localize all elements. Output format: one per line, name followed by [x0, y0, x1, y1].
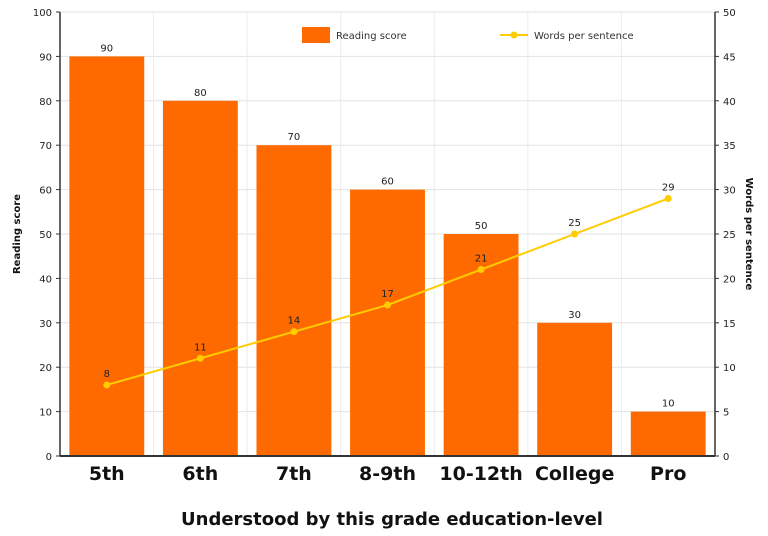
- x-category-label: 7th: [276, 463, 312, 485]
- line-value-label: 21: [475, 254, 488, 265]
- y-tick-label: 70: [39, 141, 52, 152]
- x-category-label: Pro: [650, 463, 686, 485]
- y-tick-label: 10: [39, 408, 52, 419]
- y-tick-label: 50: [39, 230, 52, 241]
- y-axis-title: Reading score: [12, 194, 23, 274]
- line-value-label: 11: [194, 342, 207, 353]
- bar-value-label: 50: [475, 221, 488, 232]
- legend-label-words-per-sentence: Words per sentence: [534, 31, 634, 42]
- bar-value-label: 30: [568, 310, 581, 321]
- y2-tick-label: 35: [723, 141, 736, 152]
- line-point: [196, 354, 204, 362]
- line-point: [664, 194, 672, 202]
- legend: Reading score Words per sentence: [302, 27, 634, 43]
- line-value-label: 25: [568, 218, 581, 229]
- bar: [350, 189, 425, 456]
- bar: [69, 56, 145, 457]
- bar-value-label: 80: [194, 88, 207, 99]
- y-tick-label: 60: [39, 186, 52, 197]
- y2-tick-label: 20: [723, 274, 736, 285]
- bar-series: 90 80 70 60 50 30 10: [69, 43, 706, 457]
- line-value-label: 8: [104, 369, 110, 380]
- x-axis-title: Understood by this grade education-level: [181, 509, 603, 530]
- line-point: [384, 301, 391, 309]
- y2-tick-label: 50: [723, 8, 736, 19]
- y2-tick-label: 30: [723, 186, 736, 197]
- bar-value-label: 70: [288, 132, 301, 143]
- y2-tick-label: 15: [723, 319, 736, 330]
- line-point: [477, 266, 485, 274]
- y-tick-label: 0: [46, 452, 52, 463]
- y2-tick-label: 40: [723, 97, 736, 108]
- line-point: [290, 328, 298, 336]
- x-category-label: 10-12th: [439, 463, 522, 485]
- y-tick-label: 80: [39, 97, 52, 108]
- line-series: 8 11 14 17 21 25 29: [103, 182, 675, 389]
- x-category-label: 8-9th: [359, 463, 416, 485]
- y2-tick-label: 10: [723, 363, 736, 374]
- y-tick-label: 40: [39, 274, 52, 285]
- line-value-label: 14: [288, 316, 301, 327]
- y2-tick-label: 25: [723, 230, 736, 241]
- legend-swatch-reading-score: [302, 27, 330, 43]
- y-tick-label: 30: [39, 319, 52, 330]
- line-point: [103, 381, 111, 389]
- category-labels: 5th 6th 7th 8-9th 10-12th College Pro: [89, 463, 687, 485]
- x-category-label: College: [535, 463, 614, 485]
- tick-labels: 0 10 20 30 40 50 60 70 80 90 100 0 5 10 15 20 25 30 35 40 45…: [33, 8, 736, 463]
- legend-label-reading-score: Reading score: [336, 31, 407, 42]
- line-value-label: 17: [381, 289, 394, 300]
- bar-value-label: 10: [662, 399, 675, 410]
- x-category-label: 5th: [89, 463, 125, 485]
- y2-axis-title: Words per sentence: [743, 178, 754, 291]
- x-category-label: 6th: [182, 463, 218, 485]
- bar: [162, 100, 238, 457]
- legend-marker-words-per-sentence: [510, 31, 518, 39]
- y2-tick-label: 0: [723, 452, 729, 463]
- y2-tick-label: 5: [723, 408, 729, 419]
- line-point: [571, 230, 579, 238]
- y-tick-label: 90: [39, 52, 52, 63]
- line-value-label: 29: [662, 182, 675, 193]
- bar: [256, 145, 332, 456]
- y2-tick-label: 45: [723, 52, 736, 63]
- bar-value-label: 60: [381, 177, 394, 188]
- bar: [630, 411, 706, 456]
- y-tick-label: 20: [39, 363, 52, 374]
- bar-value-label: 90: [100, 43, 113, 54]
- y-tick-label: 100: [33, 8, 52, 19]
- bar: [537, 322, 613, 456]
